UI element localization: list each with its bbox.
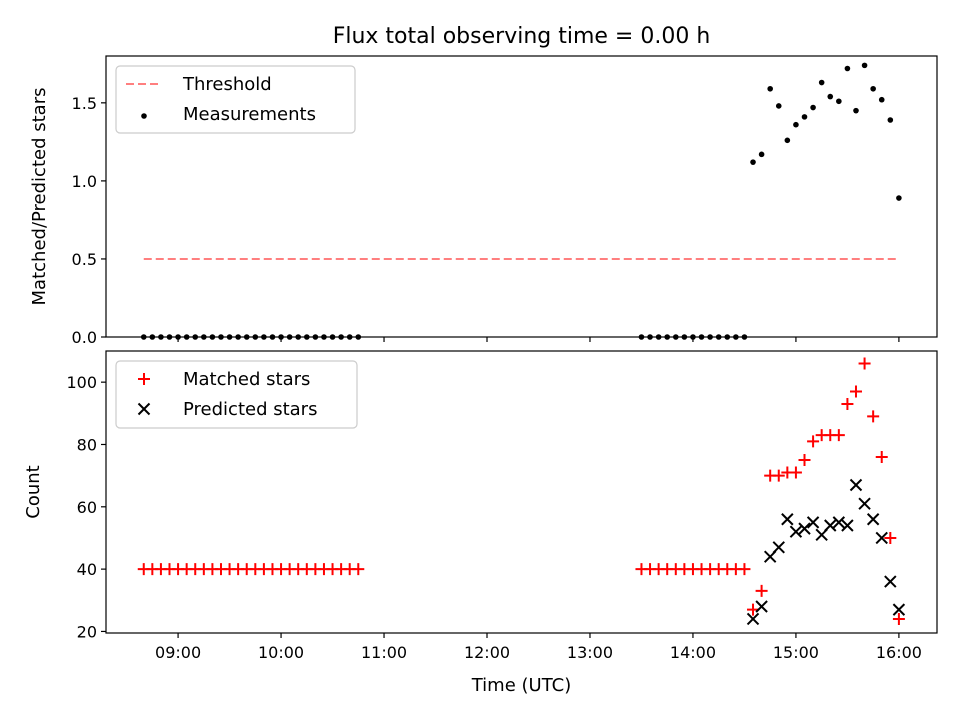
x-tick-label: 16:00 — [876, 643, 922, 662]
count-legend: Matched stars Predicted stars — [115, 360, 358, 429]
y-tick-label: 1.0 — [72, 172, 97, 191]
legend-box — [115, 65, 356, 134]
measurement-point — [758, 151, 765, 158]
count-x-ticks: 09:00 10:00 11:00 12:00 13:00 14:00 15:00 16:00 — [155, 633, 922, 662]
legend-label: Threshold — [182, 74, 272, 95]
x-axis-label: Time (UTC) — [471, 675, 572, 696]
y-tick-label: 1.5 — [72, 94, 97, 113]
measurement-point — [793, 121, 799, 128]
y-tick-label: 100 — [66, 373, 97, 392]
measurement-point — [827, 93, 834, 100]
matched-star-point — [807, 435, 820, 448]
count-plot-frame — [105, 350, 938, 634]
measurement-point — [896, 195, 902, 201]
count-series — [137, 357, 906, 626]
ratio-x-ticks — [177, 337, 900, 342]
measurement-point — [818, 79, 825, 86]
measurement-point — [767, 85, 773, 92]
predicted-star-point — [772, 541, 785, 554]
matched-star-point — [352, 563, 365, 576]
legend-predicted-swatch — [137, 402, 151, 416]
legend-measurement-swatch — [141, 113, 147, 119]
measurement-point — [853, 107, 859, 114]
ratio-plot-frame — [105, 55, 938, 338]
matched-star-point — [849, 385, 862, 398]
measurement-point — [887, 117, 894, 123]
matched-star-point — [747, 603, 760, 616]
matched-star-point — [841, 397, 854, 410]
matched-star-point — [832, 429, 845, 442]
matched-star-point — [884, 531, 897, 544]
chart-title: Flux total observing time = 0.00 h — [333, 24, 711, 49]
matched-star-point — [798, 454, 811, 467]
predicted-star-point — [755, 600, 768, 613]
y-tick-label: 40 — [77, 560, 97, 579]
ratio-y-ticks: 0.0 0.5 1.0 1.5 — [72, 94, 106, 347]
measurement-point — [801, 114, 808, 120]
measurement-point — [870, 85, 876, 92]
legend-box — [115, 360, 358, 429]
matched-star-point — [738, 563, 751, 576]
predicted-star-point — [824, 519, 837, 532]
predicted-star-point — [884, 575, 897, 588]
x-tick-label: 10:00 — [258, 643, 304, 662]
y-tick-label: 0.0 — [72, 328, 97, 347]
matched-star-point — [755, 584, 768, 597]
x-tick-label: 14:00 — [670, 643, 716, 662]
x-tick-label: 12:00 — [464, 643, 510, 662]
y-tick-label: 20 — [77, 622, 97, 641]
matched-star-point — [875, 450, 888, 463]
count-y-axis-label: Count — [23, 465, 44, 518]
matched-star-point — [867, 410, 880, 423]
matched-star-point — [789, 466, 802, 479]
ratio-legend: Threshold Measurements — [115, 65, 356, 134]
legend-label: Matched stars — [183, 369, 310, 390]
predicted-star-point — [746, 612, 760, 626]
measurement-point — [878, 96, 885, 103]
x-tick-label: 11:00 — [361, 643, 407, 662]
count-y-ticks: 20 40 60 80 100 — [66, 373, 106, 641]
measurement-point — [844, 65, 851, 72]
predicted-star-point — [875, 531, 888, 545]
predicted-star-point — [858, 497, 871, 510]
ratio-plot: Flux total observing time = 0.00 h 0.00.… — [29, 24, 938, 347]
measurement-point — [750, 159, 756, 165]
measurement-point — [836, 98, 842, 105]
predicted-star-point — [798, 522, 811, 535]
predicted-star-point — [892, 603, 906, 616]
predicted-star-point — [841, 519, 854, 532]
count-plot: 20 40 60 80 100 09:00 10:00 11:00 12:00 13:00 14:… — [23, 350, 938, 696]
x-tick-label: 09:00 — [155, 643, 201, 662]
measurement-point — [784, 137, 791, 144]
predicted-star-point — [806, 516, 820, 529]
predicted-star-point — [849, 478, 863, 492]
legend-matched-swatch — [138, 373, 150, 385]
matched-star-point — [858, 357, 871, 370]
legend-label: Measurements — [183, 104, 316, 125]
measurement-point — [775, 103, 782, 109]
measurement-point — [810, 104, 816, 111]
matched-star-point — [892, 612, 905, 625]
x-tick-label: 15:00 — [773, 643, 819, 662]
predicted-star-point — [789, 525, 803, 538]
predicted-star-point — [781, 513, 794, 526]
y-tick-label: 60 — [77, 498, 97, 517]
matched-star-point — [772, 469, 785, 482]
ratio-series — [140, 62, 902, 340]
ratio-y-axis-label: Matched/Predicted stars — [29, 88, 50, 306]
measurement-point — [861, 62, 868, 69]
y-tick-label: 0.5 — [72, 250, 97, 269]
legend-label: Predicted stars — [183, 399, 317, 420]
x-tick-label: 13:00 — [567, 643, 613, 662]
predicted-star-point — [866, 513, 880, 526]
predicted-star-point — [832, 516, 846, 529]
y-tick-label: 80 — [77, 435, 97, 454]
